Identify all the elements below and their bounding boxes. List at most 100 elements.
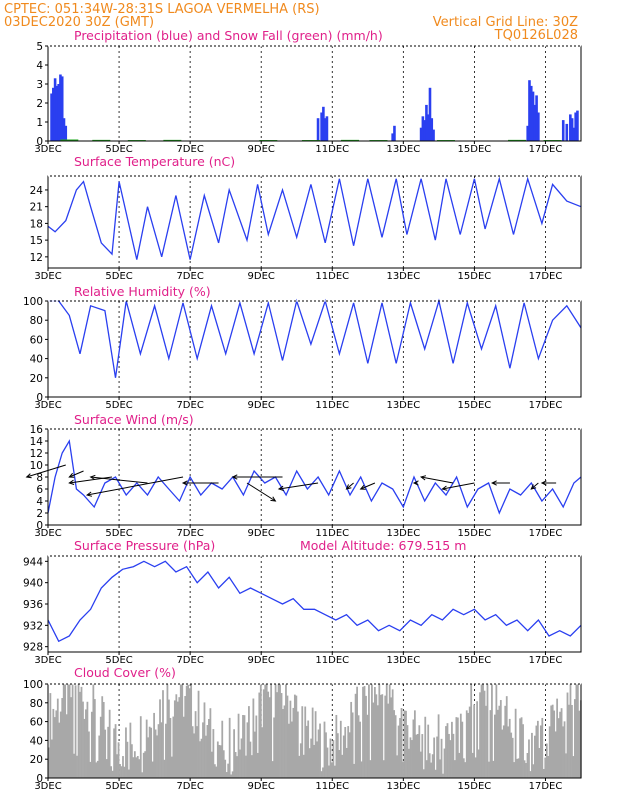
cloud-bar: [239, 749, 241, 778]
cloud-bar: [210, 751, 213, 778]
cloud-bar: [108, 709, 111, 778]
wind-arrowhead: [270, 496, 277, 502]
cloud-bar: [514, 708, 517, 778]
x-tick-label: 5DEC: [105, 528, 132, 539]
cloud-bar: [88, 731, 90, 778]
cloud-bar: [82, 701, 84, 778]
cloud-bar: [394, 715, 397, 778]
precip-bar: [391, 133, 394, 141]
precip-bar: [531, 91, 535, 141]
cloud-bar: [534, 735, 536, 778]
cloud-bar: [154, 729, 157, 778]
cloud-bar: [136, 756, 139, 778]
cloud-bar: [279, 684, 281, 778]
cloud-bar: [289, 700, 292, 778]
cloud-bar: [102, 701, 105, 778]
precip-bar: [570, 118, 574, 141]
cloud-bar: [68, 684, 71, 778]
cloud-bar: [403, 710, 406, 778]
x-tick-label: 17DEC: [529, 781, 563, 792]
cloud-bar: [105, 759, 108, 778]
wind-arrowhead: [231, 474, 238, 480]
cloud-bar: [135, 757, 138, 778]
cloud-bar: [160, 722, 163, 778]
cloud-bar: [464, 762, 467, 778]
cloud-bar: [48, 747, 50, 778]
x-tick-label: 9DEC: [248, 271, 275, 282]
x-tick-label: 17DEC: [529, 144, 563, 155]
cloud-bar: [95, 762, 98, 778]
cloud-bar: [465, 710, 468, 778]
precip-bar: [430, 118, 434, 141]
cloud-bar: [499, 700, 502, 778]
cloud-bar: [402, 761, 404, 778]
cloud-bar: [123, 766, 126, 778]
cloud-bar: [480, 684, 483, 778]
y-tick-label: 940: [23, 578, 43, 590]
cloud-bar: [193, 733, 195, 778]
cloud-bar: [479, 692, 481, 778]
cloud-bar: [433, 737, 436, 778]
cloud-bar: [562, 726, 564, 778]
cloud-bar: [578, 710, 581, 778]
cloud-bar: [157, 724, 160, 778]
cloud-bar: [270, 684, 273, 778]
cloud-bar: [529, 771, 532, 778]
cloud-bar: [474, 757, 477, 778]
cloud-bar: [242, 714, 244, 778]
cloud-bar: [178, 697, 181, 778]
cloud-bar: [442, 773, 444, 778]
x-tick-label: 15DEC: [458, 528, 492, 539]
cloud-bar: [492, 760, 495, 778]
wind-vector: [421, 476, 454, 484]
x-tick-label: 17DEC: [529, 528, 563, 539]
cloud-bar: [165, 723, 167, 778]
cloud-bar: [565, 753, 567, 778]
cloud-bar: [486, 684, 489, 778]
x-tick-label: 7DEC: [176, 655, 203, 666]
cloud-bar: [49, 693, 52, 778]
snow-bar: [60, 139, 79, 141]
snow-bar: [508, 139, 527, 141]
cloud-bar: [316, 741, 318, 778]
wind-arrowhead: [181, 480, 188, 486]
cloud-bar: [224, 759, 227, 778]
x-tick-label: 13DEC: [386, 144, 420, 155]
y-tick-label: 3: [36, 79, 43, 91]
series-line: [47, 560, 582, 643]
cloud-bar: [191, 726, 194, 778]
cloud-bar: [296, 711, 299, 778]
x-tick-label: 5DEC: [105, 271, 132, 282]
cloud-bar: [119, 764, 121, 778]
precip-bar: [55, 85, 59, 141]
precip-bar: [57, 84, 60, 141]
cloud-bar: [55, 710, 58, 778]
cloud-bar: [255, 715, 258, 778]
wind-arrowhead: [277, 485, 284, 491]
cloud-bar: [282, 709, 284, 778]
cloud-bar: [243, 715, 246, 778]
cloud-bar: [359, 721, 361, 778]
cloud-bar: [528, 739, 530, 778]
cloud-bar: [286, 695, 289, 778]
cloud-bar: [125, 727, 127, 778]
cloud-bar: [547, 756, 550, 778]
cloud-bar: [151, 761, 154, 778]
cloud-bar: [248, 706, 250, 778]
wind-arrowhead: [412, 480, 419, 486]
cloud-bar: [283, 705, 286, 778]
cloud-bar: [67, 684, 70, 778]
cloud-bar: [353, 763, 356, 778]
cloud-bar: [477, 749, 480, 778]
cloud-bar: [544, 757, 547, 778]
cloud-bar: [276, 692, 278, 778]
series-line: [47, 439, 582, 515]
cloud-bar: [258, 692, 261, 778]
cloud-bar: [468, 706, 471, 778]
plot-area: [48, 298, 582, 397]
cloud-bar: [319, 723, 321, 778]
cloud-bar: [173, 700, 176, 778]
cloud-bar: [405, 710, 407, 778]
cloud-bar: [64, 684, 67, 778]
